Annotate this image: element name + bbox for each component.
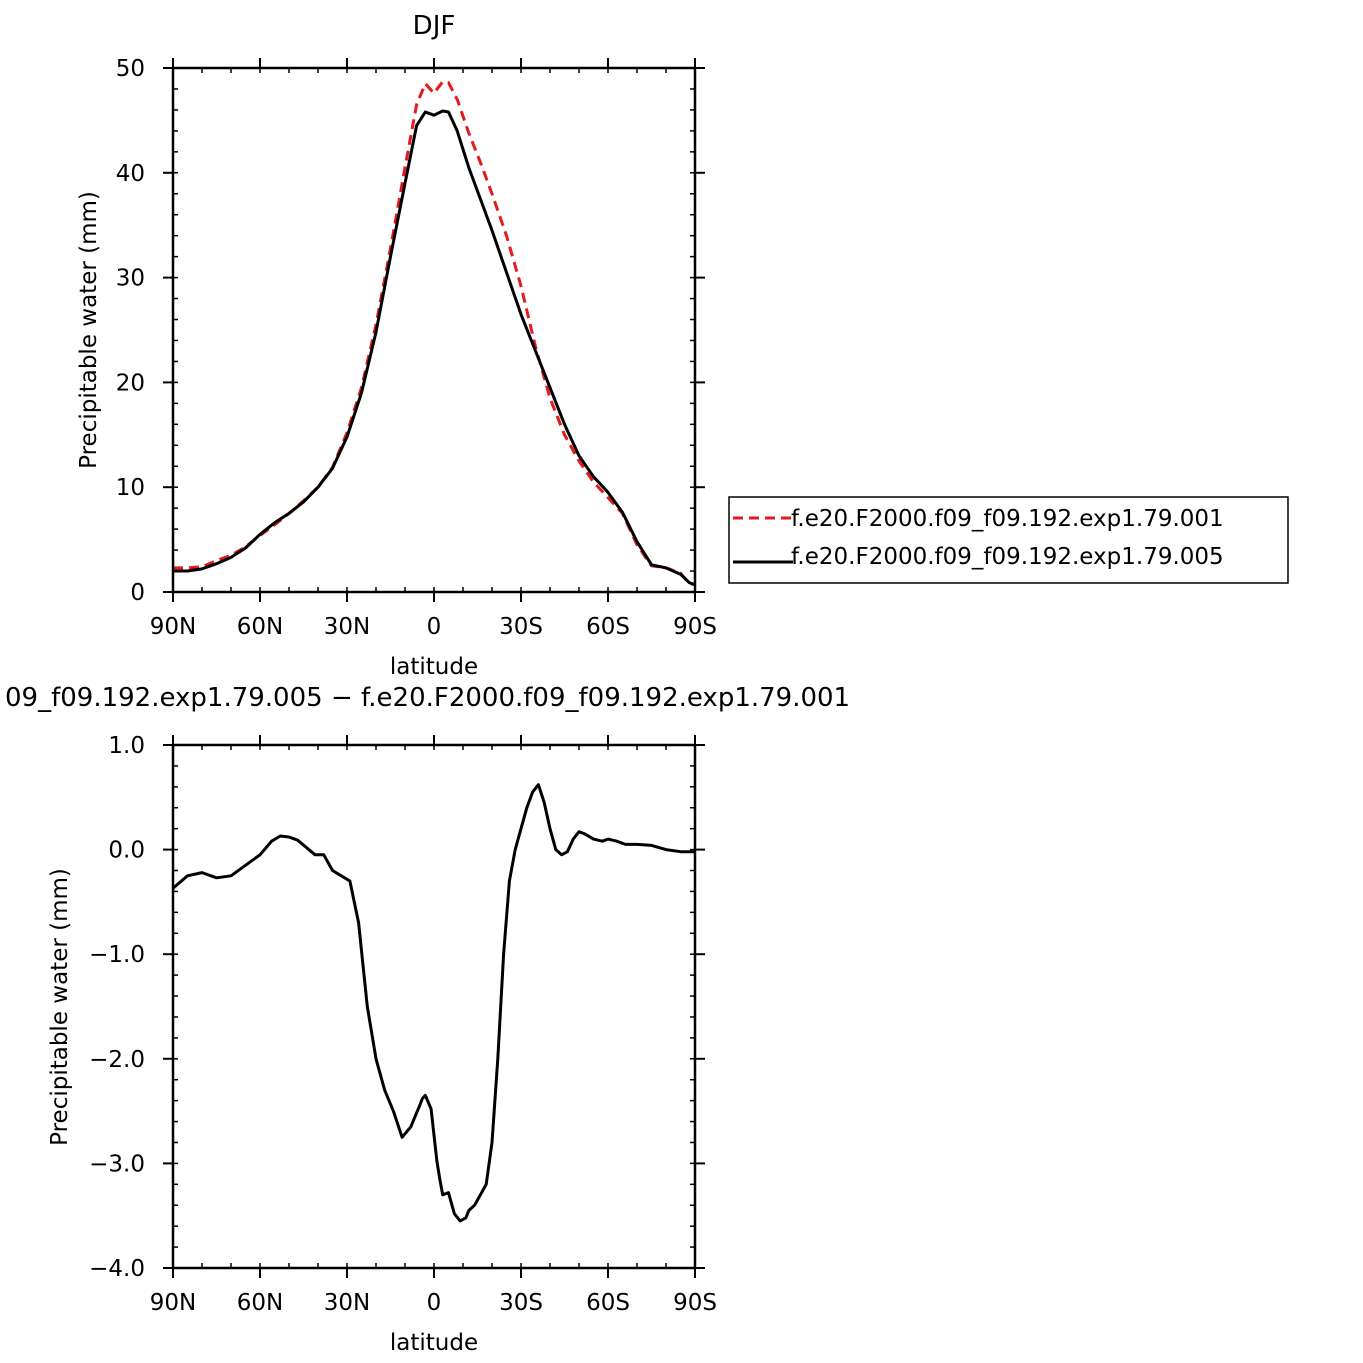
legend-label-001: f.e20.F2000.f09_f09.192.exp1.79.001 [791, 506, 1224, 532]
bottom-ylabel: Precipitable water (mm) [47, 868, 73, 1146]
top-title: DJF [413, 11, 456, 41]
top-ylabel: Precipitable water (mm) [76, 191, 102, 469]
top-plot-frame [171, 66, 697, 594]
top-y-tick-label: 40 [116, 161, 145, 187]
bottom-x-tick-label: 60N [237, 1290, 283, 1316]
bottom-xlabel: latitude [390, 1330, 478, 1356]
bottom-y-tick-label: 0.0 [108, 838, 145, 864]
bottom-x-tick-label: 0 [427, 1290, 442, 1316]
top-y-tick-label: 0 [130, 580, 145, 606]
top-y-tick-label: 20 [116, 370, 145, 396]
top-y-tick-label: 30 [116, 266, 145, 292]
bottom-x-tick-label: 30S [499, 1290, 543, 1316]
top-xlabel: latitude [390, 654, 478, 680]
bottom-x-tick-label: 60S [586, 1290, 630, 1316]
bottom-series-line-0 [172, 783, 695, 1223]
top-x-tick-label: 60S [586, 614, 630, 640]
top-y-tick-label: 10 [116, 475, 145, 501]
bottom-y-tick-label: −2.0 [89, 1047, 145, 1073]
bottom-y-tick-label: −1.0 [89, 942, 145, 968]
bottom-plot-frame [171, 743, 697, 1270]
top-series-line-0 [173, 80, 696, 587]
top-x-tick-label: 90N [150, 614, 196, 640]
top-x-tick-label: 30S [499, 614, 543, 640]
bottom-x-tick-label: 30N [324, 1290, 370, 1316]
legend: f.e20.F2000.f09_f09.192.exp1.79.001 f.e2… [728, 496, 1289, 584]
top-panel: DJF Precipitable water (mm) latitude 90N… [76, 11, 717, 680]
top-x-tick-label: 30N [324, 614, 370, 640]
top-x-tick-label: 60N [237, 614, 283, 640]
bottom-x-tick-label: 90N [150, 1290, 196, 1316]
bottom-y-tick-label: 1.0 [108, 733, 145, 759]
top-x-tick-label: 90S [673, 614, 717, 640]
top-y-tick-label: 50 [116, 56, 145, 82]
legend-label-005: f.e20.F2000.f09_f09.192.exp1.79.005 [791, 544, 1224, 570]
bottom-y-tick-label: −4.0 [89, 1256, 145, 1282]
top-series-line-1 [173, 109, 696, 587]
legend-box [728, 496, 1289, 584]
top-x-tick-label: 0 [427, 614, 442, 640]
bottom-x-tick-label: 90S [673, 1290, 717, 1316]
bottom-y-tick-label: −3.0 [89, 1151, 145, 1177]
bottom-title: 09_f09.192.exp1.79.005 − f.e20.F2000.f09… [5, 683, 850, 713]
bottom-panel: 09_f09.192.exp1.79.005 − f.e20.F2000.f09… [5, 683, 850, 1356]
